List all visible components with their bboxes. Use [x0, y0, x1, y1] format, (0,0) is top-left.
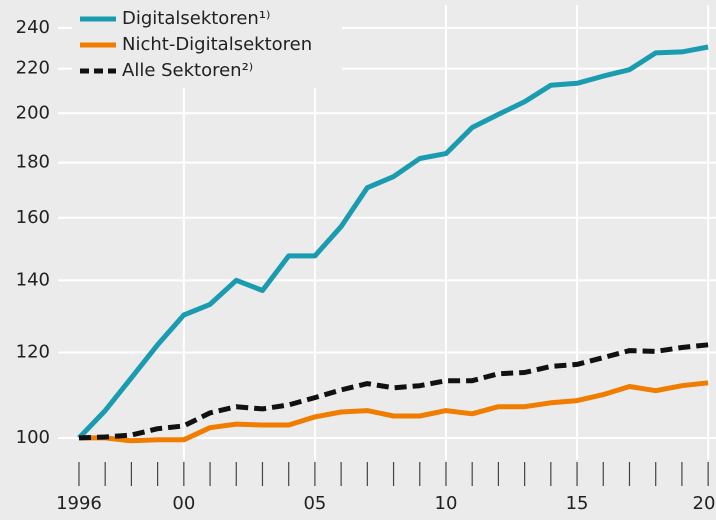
- x-tick-label: 05: [303, 493, 326, 514]
- x-tick-label: 1996: [56, 493, 102, 514]
- y-tick-label: 140: [16, 269, 50, 290]
- y-tick-label: 100: [16, 427, 50, 448]
- x-tick-label: 10: [435, 493, 458, 514]
- y-tick-label: 200: [16, 102, 50, 123]
- series-line: [77, 44, 709, 440]
- y-tick-label: 160: [16, 207, 50, 228]
- legend-label: Nicht-Digitalsektoren: [122, 34, 312, 55]
- y-tick-label: 120: [16, 342, 50, 363]
- x-tick-label: 20: [693, 493, 716, 514]
- y-tick-label: 240: [16, 17, 50, 38]
- legend-label: Digitalsektoren¹⁾: [122, 8, 270, 29]
- x-tick-label: 00: [172, 493, 195, 514]
- legend-background: [72, 4, 342, 88]
- y-tick-label: 220: [16, 58, 50, 79]
- x-tick-label: 15: [566, 493, 589, 514]
- legend-label: Alle Sektoren²⁾: [122, 60, 253, 81]
- series-line: [79, 380, 709, 444]
- y-tick-label: 180: [16, 152, 50, 173]
